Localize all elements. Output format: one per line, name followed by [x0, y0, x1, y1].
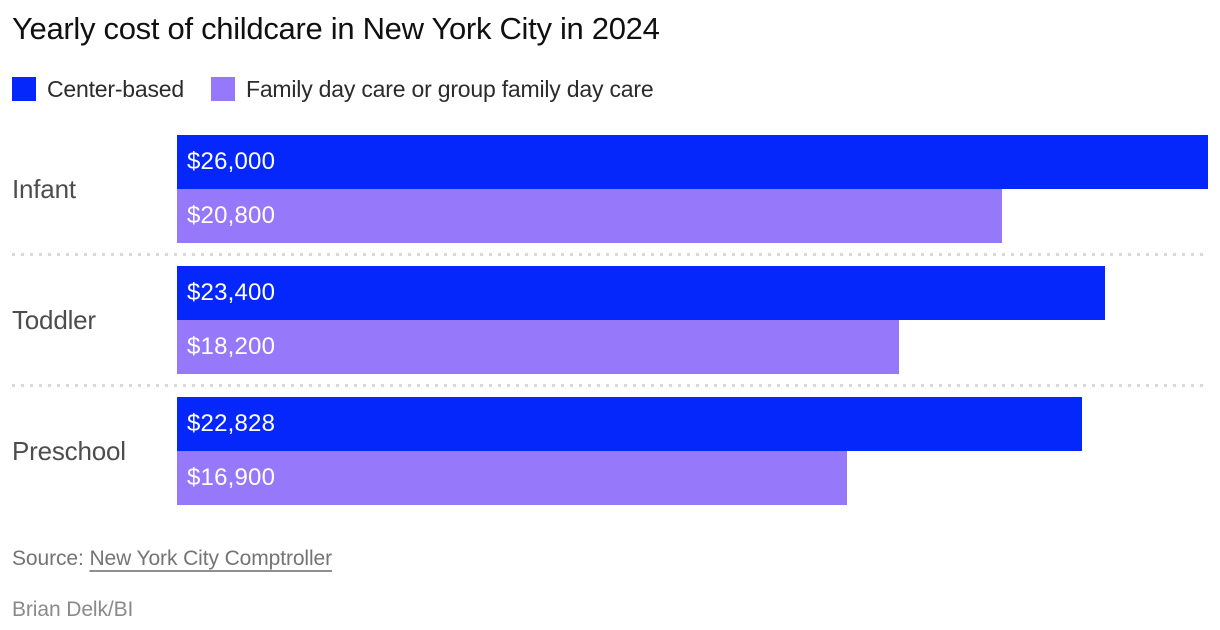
source-prefix: Source: [12, 547, 84, 570]
bar-center-based: $22,828 [177, 397, 1083, 451]
legend: Center-based Family day care or group fa… [12, 76, 1208, 102]
bar-value-label: $20,800 [187, 202, 276, 229]
chart-row-infant: Infant $26,000 $20,800 [12, 135, 1208, 243]
bar-chart: Infant $26,000 $20,800 Toddler $23,400 $18,20… [12, 135, 1208, 505]
bar-group: $23,400 $18,200 [177, 266, 1208, 374]
legend-label-center-based: Center-based [47, 75, 184, 102]
bar-family-day-care: $20,800 [177, 189, 1002, 243]
chart-row-preschool: Preschool $22,828 $16,900 [12, 397, 1208, 505]
legend-item-family-day-care: Family day care or group family day care [210, 75, 654, 103]
bar-value-label: $16,900 [187, 464, 276, 491]
bar-family-day-care: $16,900 [177, 451, 848, 505]
credit-byline: Brian Delk/BI [12, 598, 134, 621]
source-line: Source: New York City Comptroller [12, 547, 1208, 571]
bar-value-label: $23,400 [187, 279, 276, 306]
source-link[interactable]: New York City Comptroller [89, 547, 333, 570]
bar-center-based: $26,000 [177, 135, 1208, 189]
category-label: Preschool [12, 435, 126, 466]
bar-group: $26,000 $20,800 [177, 135, 1208, 243]
legend-item-center-based: Center-based [12, 76, 184, 103]
bar-group: $22,828 $16,900 [177, 397, 1208, 505]
legend-swatch-center-based [12, 77, 36, 101]
bar-value-label: $26,000 [187, 148, 276, 175]
chart-title: Yearly cost of childcare in New York Cit… [12, 11, 660, 46]
bar-value-label: $18,200 [187, 333, 276, 360]
chart-row-toddler: Toddler $23,400 $18,200 [12, 266, 1208, 374]
category-label: Infant [12, 173, 76, 204]
bar-family-day-care: $18,200 [177, 320, 899, 374]
bar-center-based: $23,400 [177, 266, 1105, 320]
legend-swatch-family-day-care [210, 77, 235, 101]
legend-label-family-day-care: Family day care or group family day care [245, 75, 654, 102]
row-separator [12, 384, 1208, 387]
category-label: Toddler [12, 304, 96, 335]
bar-value-label: $22,828 [187, 410, 276, 437]
row-separator [12, 253, 1208, 256]
